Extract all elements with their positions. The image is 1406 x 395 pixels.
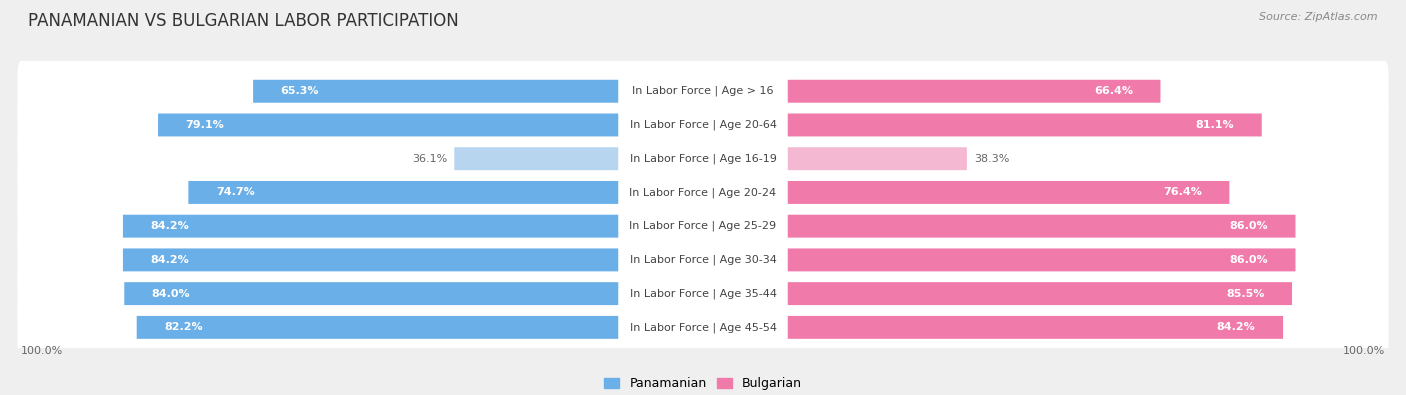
FancyBboxPatch shape [136, 316, 703, 339]
Text: 86.0%: 86.0% [1229, 255, 1268, 265]
FancyBboxPatch shape [703, 181, 1229, 204]
Text: 100.0%: 100.0% [21, 346, 63, 356]
Text: 74.7%: 74.7% [217, 188, 254, 198]
FancyBboxPatch shape [17, 162, 1389, 223]
FancyBboxPatch shape [619, 171, 787, 214]
Legend: Panamanian, Bulgarian: Panamanian, Bulgarian [599, 372, 807, 395]
FancyBboxPatch shape [619, 238, 787, 282]
Text: 84.2%: 84.2% [150, 221, 190, 231]
FancyBboxPatch shape [703, 80, 1160, 103]
FancyBboxPatch shape [619, 205, 787, 248]
Text: In Labor Force | Age 16-19: In Labor Force | Age 16-19 [630, 154, 776, 164]
FancyBboxPatch shape [17, 263, 1389, 324]
Text: 76.4%: 76.4% [1163, 188, 1202, 198]
Text: 84.2%: 84.2% [1216, 322, 1256, 332]
FancyBboxPatch shape [619, 103, 787, 147]
FancyBboxPatch shape [17, 297, 1389, 358]
FancyBboxPatch shape [703, 316, 1284, 339]
Text: 84.0%: 84.0% [152, 289, 190, 299]
FancyBboxPatch shape [253, 80, 703, 103]
Text: In Labor Force | Age 45-54: In Labor Force | Age 45-54 [630, 322, 776, 333]
Text: In Labor Force | Age 25-29: In Labor Force | Age 25-29 [630, 221, 776, 231]
FancyBboxPatch shape [157, 113, 703, 136]
FancyBboxPatch shape [17, 95, 1389, 155]
Text: 86.0%: 86.0% [1229, 221, 1268, 231]
Text: 65.3%: 65.3% [281, 86, 319, 96]
FancyBboxPatch shape [703, 113, 1261, 136]
Text: 85.5%: 85.5% [1226, 289, 1264, 299]
FancyBboxPatch shape [122, 248, 703, 271]
FancyBboxPatch shape [454, 147, 703, 170]
Text: In Labor Force | Age 35-44: In Labor Force | Age 35-44 [630, 288, 776, 299]
Text: 84.2%: 84.2% [150, 255, 190, 265]
FancyBboxPatch shape [703, 248, 1295, 271]
FancyBboxPatch shape [17, 229, 1389, 290]
Text: 36.1%: 36.1% [412, 154, 447, 164]
FancyBboxPatch shape [17, 196, 1389, 256]
FancyBboxPatch shape [619, 137, 787, 180]
Text: 81.1%: 81.1% [1195, 120, 1234, 130]
Text: 38.3%: 38.3% [974, 154, 1010, 164]
FancyBboxPatch shape [17, 61, 1389, 122]
FancyBboxPatch shape [122, 215, 703, 238]
Text: In Labor Force | Age 30-34: In Labor Force | Age 30-34 [630, 255, 776, 265]
Text: In Labor Force | Age 20-64: In Labor Force | Age 20-64 [630, 120, 776, 130]
Text: 79.1%: 79.1% [186, 120, 225, 130]
Text: 66.4%: 66.4% [1094, 86, 1133, 96]
FancyBboxPatch shape [703, 147, 967, 170]
FancyBboxPatch shape [703, 282, 1292, 305]
FancyBboxPatch shape [124, 282, 703, 305]
Text: 82.2%: 82.2% [165, 322, 202, 332]
FancyBboxPatch shape [703, 215, 1295, 238]
FancyBboxPatch shape [619, 272, 787, 315]
FancyBboxPatch shape [188, 181, 703, 204]
Text: Source: ZipAtlas.com: Source: ZipAtlas.com [1260, 12, 1378, 22]
Text: PANAMANIAN VS BULGARIAN LABOR PARTICIPATION: PANAMANIAN VS BULGARIAN LABOR PARTICIPAT… [28, 12, 458, 30]
FancyBboxPatch shape [619, 306, 787, 349]
FancyBboxPatch shape [17, 128, 1389, 189]
Text: 100.0%: 100.0% [1343, 346, 1385, 356]
FancyBboxPatch shape [619, 70, 787, 113]
Text: In Labor Force | Age 20-24: In Labor Force | Age 20-24 [630, 187, 776, 198]
Text: In Labor Force | Age > 16: In Labor Force | Age > 16 [633, 86, 773, 96]
